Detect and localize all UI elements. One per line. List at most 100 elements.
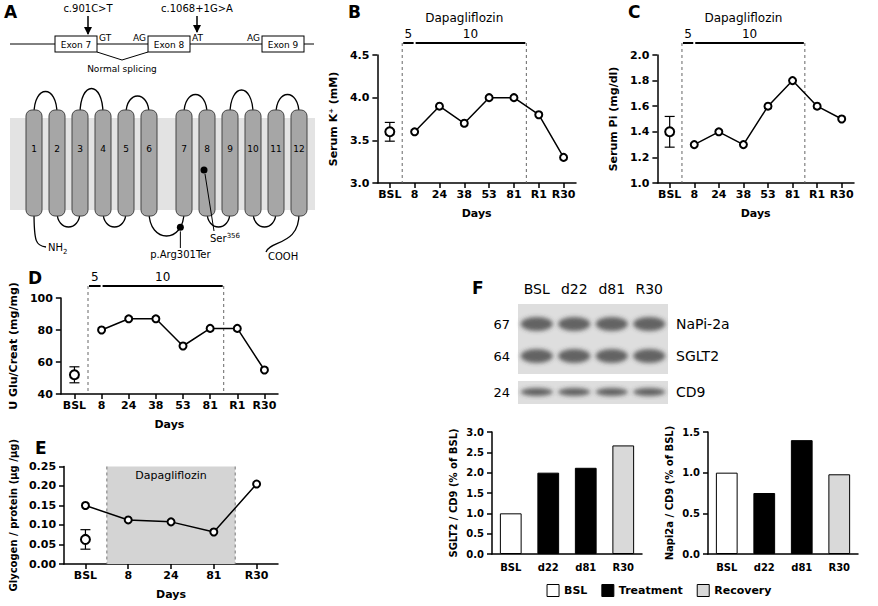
svg-text:BSL: BSL — [564, 584, 587, 597]
svg-text:R30: R30 — [245, 569, 269, 582]
svg-text:3.5: 3.5 — [350, 134, 370, 147]
svg-text:Treatment: Treatment — [619, 584, 683, 597]
svg-text:1.5: 1.5 — [466, 488, 484, 499]
svg-text:6: 6 — [146, 144, 152, 154]
svg-text:NH2: NH2 — [48, 242, 67, 256]
svg-text:10: 10 — [742, 27, 757, 41]
svg-text:5: 5 — [123, 144, 129, 154]
svg-text:0.00: 0.00 — [29, 558, 56, 571]
svg-text:5: 5 — [405, 27, 413, 41]
svg-text:8: 8 — [690, 188, 698, 201]
svg-text:Days: Days — [154, 418, 184, 431]
svg-text:1.5: 1.5 — [682, 427, 700, 438]
svg-text:Dapagliflozin: Dapagliflozin — [135, 469, 207, 482]
svg-text:Recovery: Recovery — [714, 584, 771, 597]
svg-text:R30: R30 — [828, 562, 850, 573]
svg-text:BSL: BSL — [716, 562, 738, 573]
svg-text:AT: AT — [192, 33, 203, 43]
svg-text:0.15: 0.15 — [29, 499, 56, 512]
svg-text:40: 40 — [38, 388, 54, 401]
svg-text:0.10: 0.10 — [29, 518, 56, 531]
svg-text:2.0: 2.0 — [630, 49, 650, 62]
svg-text:R30: R30 — [552, 188, 576, 201]
svg-text:67: 67 — [493, 317, 510, 332]
svg-text:d81: d81 — [791, 562, 812, 573]
svg-text:8: 8 — [98, 399, 106, 412]
svg-text:64: 64 — [493, 349, 510, 364]
svg-text:Exon 7: Exon 7 — [61, 40, 92, 50]
svg-text:0.0: 0.0 — [682, 549, 700, 560]
svg-text:U Glu/Creat (mg/mg): U Glu/Creat (mg/mg) — [7, 282, 20, 410]
svg-text:0.5: 0.5 — [466, 528, 484, 539]
svg-text:1.6: 1.6 — [630, 100, 650, 113]
svg-text:B: B — [348, 2, 361, 22]
svg-text:0.05: 0.05 — [29, 538, 56, 551]
svg-text:R1: R1 — [229, 399, 245, 412]
svg-text:NaPi-2a: NaPi-2a — [676, 316, 730, 332]
svg-text:2: 2 — [54, 144, 60, 154]
svg-text:d22: d22 — [538, 562, 559, 573]
svg-text:F: F — [472, 278, 484, 298]
svg-text:Exon 9: Exon 9 — [268, 40, 299, 50]
svg-text:BSL: BSL — [524, 281, 550, 297]
svg-text:7: 7 — [181, 144, 187, 154]
svg-text:2.5: 2.5 — [466, 447, 484, 458]
svg-text:8: 8 — [411, 188, 419, 201]
svg-text:1.2: 1.2 — [630, 151, 650, 164]
svg-text:53: 53 — [175, 399, 190, 412]
svg-text:SGLT2: SGLT2 — [676, 348, 719, 364]
svg-text:C: C — [628, 2, 640, 22]
svg-text:3: 3 — [77, 144, 83, 154]
svg-text:D: D — [28, 268, 42, 288]
svg-text:1.4: 1.4 — [630, 125, 650, 138]
svg-text:BSL: BSL — [63, 399, 86, 412]
svg-text:10: 10 — [155, 270, 170, 284]
svg-text:80: 80 — [38, 324, 54, 337]
svg-text:Serum K⁺ (mM): Serum K⁺ (mM) — [327, 72, 340, 167]
svg-text:3.0: 3.0 — [350, 177, 370, 190]
svg-text:0.0: 0.0 — [466, 549, 484, 560]
svg-text:38: 38 — [736, 188, 751, 201]
svg-text:d22: d22 — [754, 562, 775, 573]
svg-text:GT: GT — [99, 33, 112, 43]
svg-text:AG: AG — [247, 33, 260, 43]
svg-text:3.0: 3.0 — [466, 427, 484, 438]
svg-text:R30: R30 — [830, 188, 854, 201]
svg-text:8: 8 — [204, 144, 210, 154]
svg-text:Glycogen / protein (µg /µg): Glycogen / protein (µg /µg) — [8, 439, 19, 591]
svg-text:A: A — [4, 2, 18, 22]
svg-text:BSL: BSL — [74, 569, 97, 582]
svg-text:24: 24 — [432, 188, 448, 201]
svg-text:10: 10 — [463, 27, 478, 41]
svg-text:SGLT2 / CD9 (% of BSL): SGLT2 / CD9 (% of BSL) — [448, 428, 459, 557]
svg-text:38: 38 — [457, 188, 472, 201]
svg-text:12: 12 — [293, 144, 304, 154]
svg-text:Days: Days — [462, 207, 492, 220]
svg-text:Normal splicing: Normal splicing — [87, 64, 157, 74]
svg-text:24: 24 — [493, 385, 510, 400]
svg-text:1.8: 1.8 — [630, 74, 650, 87]
svg-text:BSL: BSL — [378, 188, 401, 201]
svg-text:BSL: BSL — [500, 562, 522, 573]
svg-text:Serum Pi (mg/dl): Serum Pi (mg/dl) — [607, 67, 620, 172]
svg-text:R30: R30 — [635, 281, 663, 297]
svg-text:d81: d81 — [598, 281, 625, 297]
svg-text:5: 5 — [684, 27, 692, 41]
svg-text:Ser356: Ser356 — [210, 232, 241, 244]
svg-text:COOH: COOH — [268, 251, 298, 262]
svg-text:4.0: 4.0 — [350, 91, 370, 104]
svg-text:38: 38 — [148, 399, 163, 412]
svg-text:R1: R1 — [809, 188, 825, 201]
svg-text:E: E — [35, 438, 47, 458]
svg-text:4: 4 — [100, 144, 106, 154]
svg-text:R30: R30 — [253, 399, 277, 412]
svg-text:11: 11 — [270, 144, 281, 154]
svg-text:1.0: 1.0 — [682, 467, 700, 478]
svg-text:Napi2a / CD9 (% of BSL): Napi2a / CD9 (% of BSL) — [664, 426, 675, 561]
svg-text:60: 60 — [38, 356, 54, 369]
svg-text:R30: R30 — [612, 562, 634, 573]
svg-text:100: 100 — [30, 292, 53, 305]
svg-text:0.25: 0.25 — [29, 460, 56, 473]
svg-text:10: 10 — [247, 144, 259, 154]
svg-text:81: 81 — [202, 399, 217, 412]
